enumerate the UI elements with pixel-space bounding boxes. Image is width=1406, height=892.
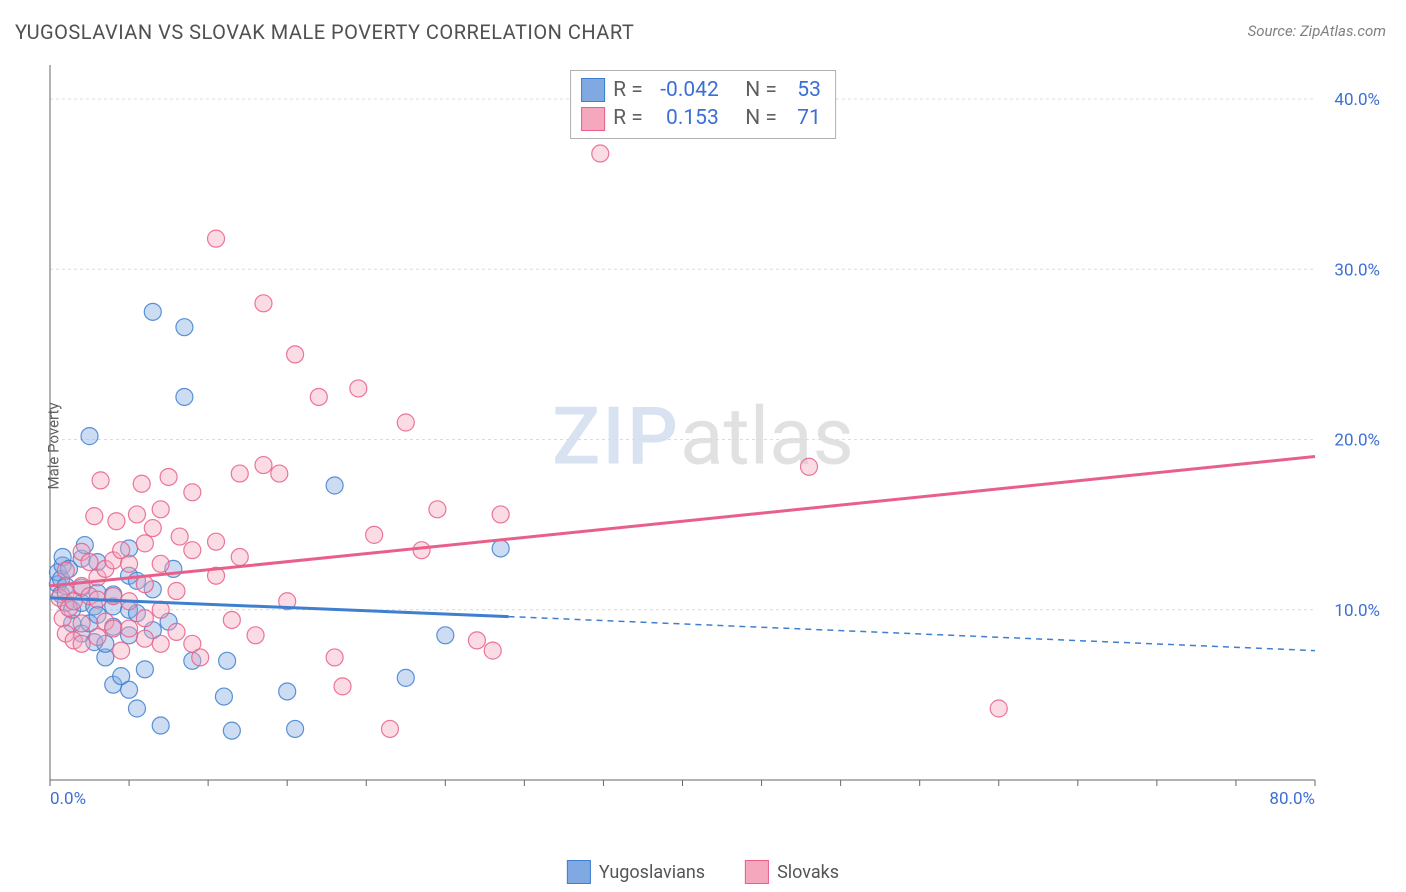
n-value-yugoslavians: 53 bbox=[785, 76, 821, 104]
n-label: N = bbox=[745, 76, 777, 104]
source-prefix: Source: bbox=[1248, 22, 1300, 40]
stats-row-slovaks: R = 0.153 N = 71 bbox=[581, 104, 821, 132]
stats-legend-box: R = -0.042 N = 53 R = 0.153 N = 71 bbox=[570, 70, 836, 139]
r-value-yugoslavians: -0.042 bbox=[651, 76, 719, 104]
source-credit: Source: ZipAtlas.com bbox=[1248, 22, 1386, 40]
legend-item-yugoslavians: Yugoslavians bbox=[567, 860, 705, 884]
bottom-legend: Yugoslavians Slovaks bbox=[567, 860, 839, 884]
legend-label-slovaks: Slovaks bbox=[777, 862, 839, 883]
n-value-slovaks: 71 bbox=[785, 104, 821, 132]
swatch-yugoslavians bbox=[581, 78, 605, 102]
source-name: ZipAtlas.com bbox=[1300, 22, 1386, 40]
swatch-slovaks bbox=[745, 860, 769, 884]
svg-text:10.0%: 10.0% bbox=[1334, 601, 1380, 621]
r-value-slovaks: 0.153 bbox=[651, 104, 719, 132]
page-title: YUGOSLAVIAN VS SLOVAK MALE POVERTY CORRE… bbox=[15, 20, 634, 44]
r-label: R = bbox=[613, 104, 643, 132]
svg-text:80.0%: 80.0% bbox=[1269, 789, 1315, 809]
n-label: N = bbox=[745, 104, 777, 132]
svg-text:30.0%: 30.0% bbox=[1334, 260, 1380, 280]
swatch-yugoslavians bbox=[567, 860, 591, 884]
stats-row-yugoslavians: R = -0.042 N = 53 bbox=[581, 76, 821, 104]
svg-text:40.0%: 40.0% bbox=[1334, 90, 1380, 110]
legend-item-slovaks: Slovaks bbox=[745, 860, 839, 884]
legend-label-yugoslavians: Yugoslavians bbox=[599, 862, 705, 883]
svg-text:0.0%: 0.0% bbox=[50, 789, 86, 809]
r-label: R = bbox=[613, 76, 643, 104]
scatter-plot: 10.0% 20.0% 30.0% 40.0% 0.0% 80.0% bbox=[45, 60, 1385, 815]
svg-text:20.0%: 20.0% bbox=[1334, 431, 1380, 451]
swatch-slovaks bbox=[581, 107, 605, 131]
